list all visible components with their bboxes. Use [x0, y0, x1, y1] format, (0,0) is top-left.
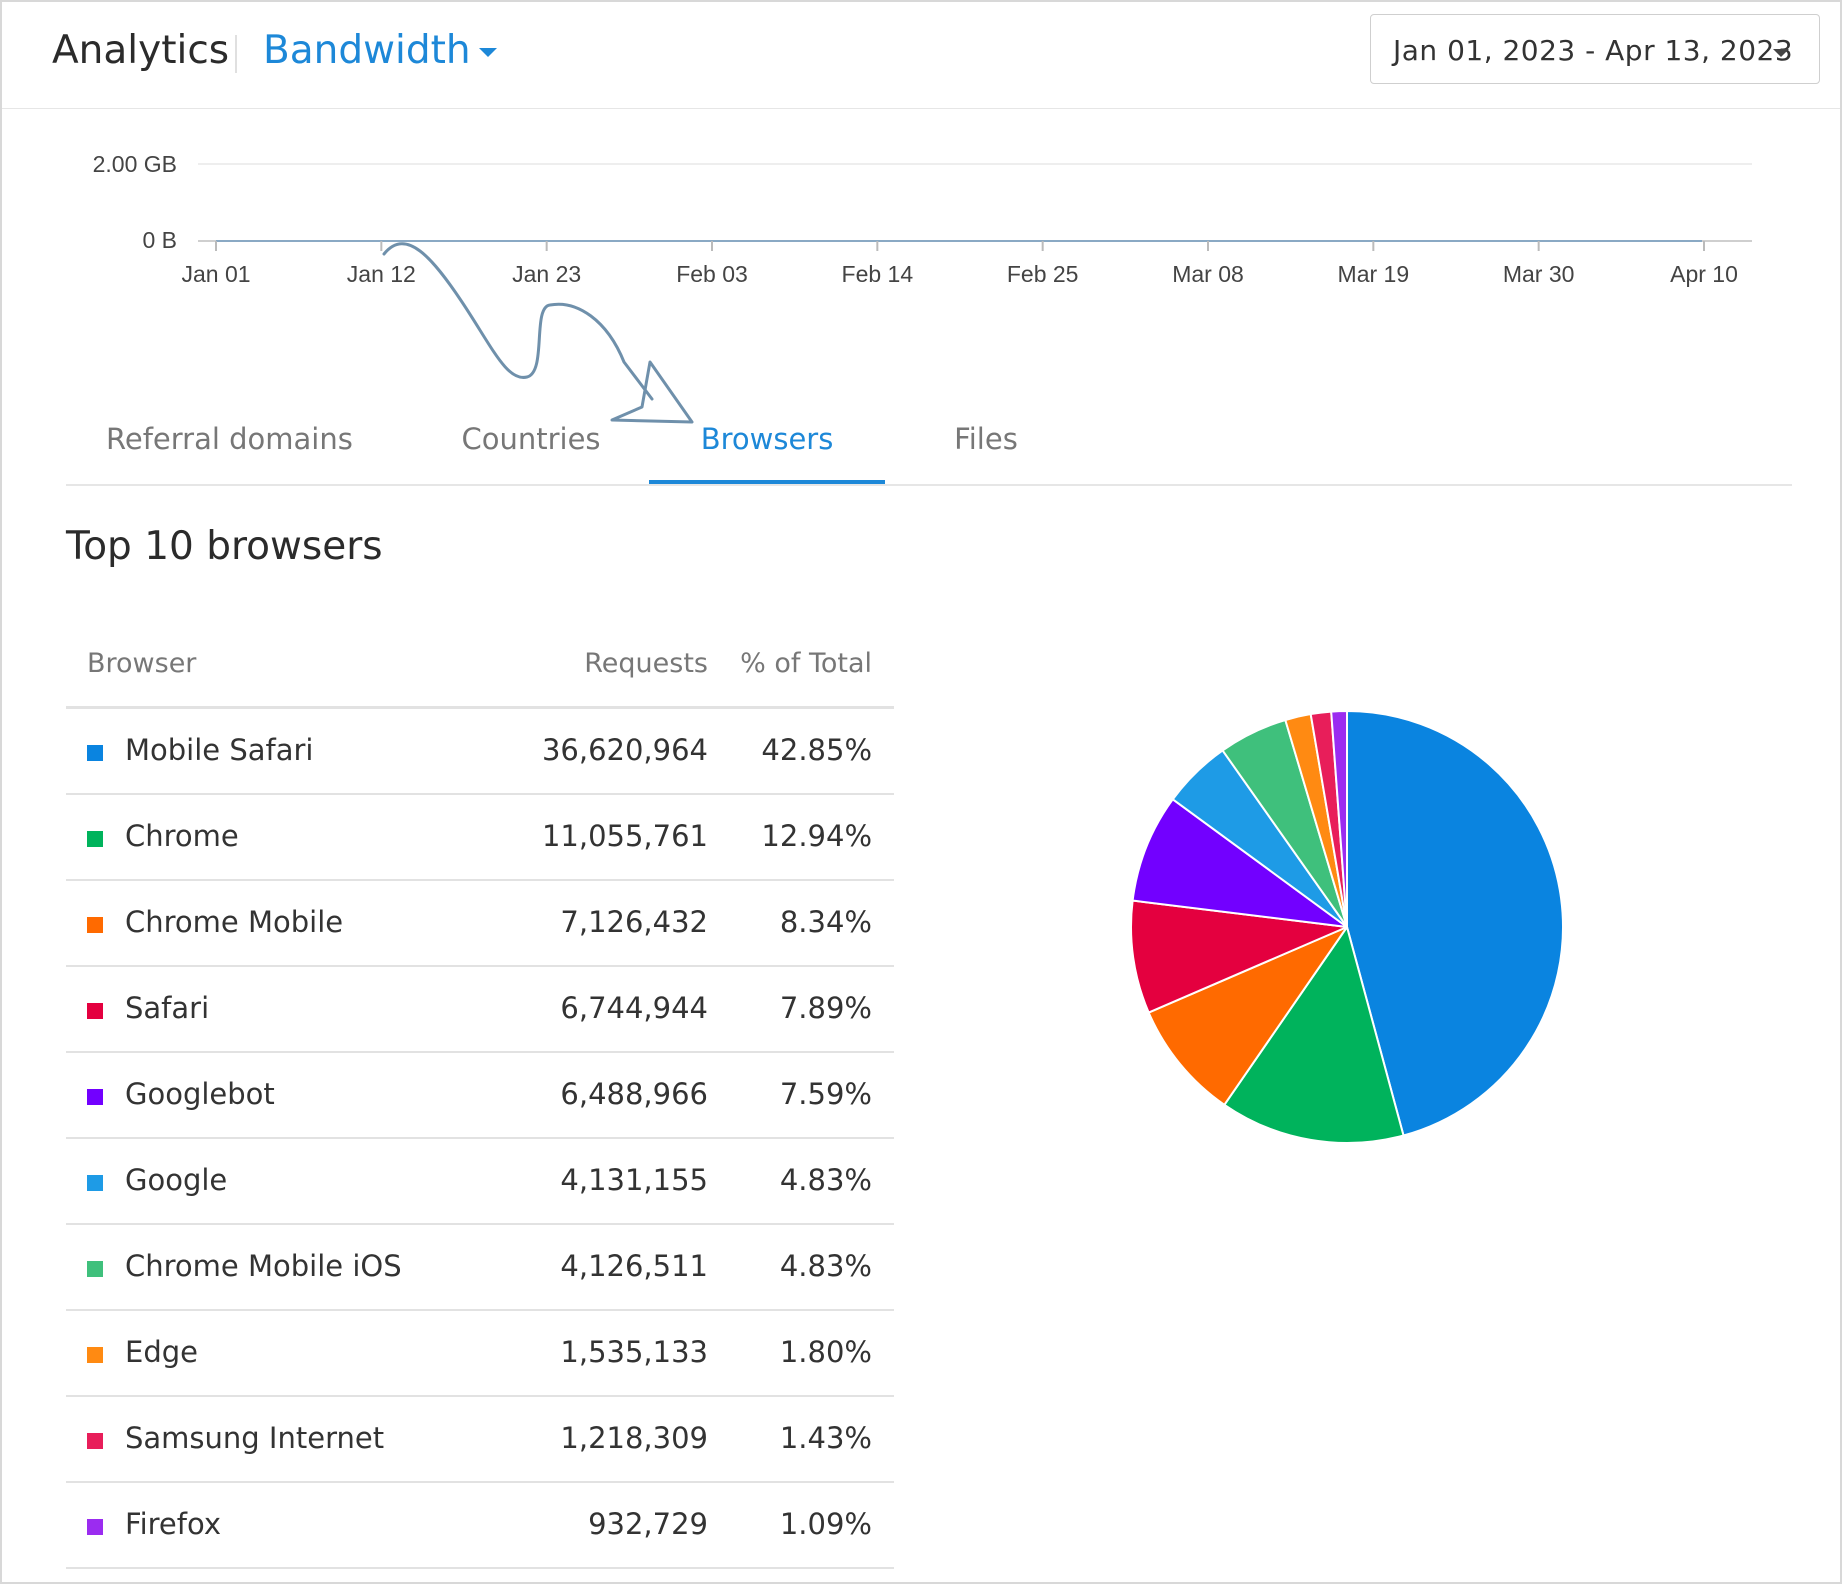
legend-swatch: [87, 1261, 103, 1277]
metric-dropdown-label: Bandwidth: [263, 28, 471, 73]
header-divider: [235, 35, 237, 73]
x-tick-label: Jan 23: [512, 261, 581, 287]
x-tick-label: Mar 08: [1172, 261, 1244, 287]
table-body: Mobile Safari 36,620,964 42.85% Chrome 11,05…: [66, 709, 894, 1569]
legend-swatch: [87, 1175, 103, 1191]
tab-bar: Referral domains Countries Browsers File…: [66, 402, 1792, 486]
legend-swatch: [87, 1433, 103, 1449]
table-row[interactable]: Firefox 932,729 1.09%: [66, 1483, 894, 1569]
legend-swatch: [87, 1347, 103, 1363]
table-header: Browser Requests % of Total: [66, 638, 894, 709]
pie-slice-googlebot[interactable]: [1131, 798, 1348, 928]
tab-browsers[interactable]: Browsers: [649, 402, 885, 484]
browser-table: Browser Requests % of Total Mobile Safar…: [66, 638, 894, 1569]
percent-of-total: 42.85%: [761, 733, 872, 767]
y-tick-label: 0 B: [142, 227, 177, 253]
percent-of-total: 4.83%: [779, 1249, 872, 1283]
table-row[interactable]: Safari 6,744,944 7.89%: [66, 967, 894, 1053]
table-row[interactable]: Chrome Mobile iOS 4,126,511 4.83%: [66, 1225, 894, 1311]
requests-count: 36,620,964: [541, 733, 708, 767]
requests-count: 1,218,309: [560, 1421, 708, 1455]
requests-count: 1,535,133: [560, 1335, 708, 1369]
percent-of-total: 7.89%: [779, 991, 872, 1025]
table-row[interactable]: Mobile Safari 36,620,964 42.85%: [66, 709, 894, 795]
table-row[interactable]: Google 4,131,155 4.83%: [66, 1139, 894, 1225]
legend-swatch: [87, 745, 103, 761]
percent-of-total: 8.34%: [779, 905, 872, 939]
requests-count: 6,744,944: [560, 991, 708, 1025]
header-bar: Analytics Bandwidth Jan 01, 2023 - Apr 1…: [2, 2, 1840, 109]
y-tick-label: 2.00 GB: [93, 151, 177, 177]
browser-name: Google: [125, 1163, 228, 1197]
x-tick-label: Apr 10: [1670, 261, 1738, 287]
x-tick-label: Feb 25: [1007, 261, 1079, 287]
requests-count: 7,126,432: [560, 905, 708, 939]
date-range-label: Jan 01, 2023 - Apr 13, 2023: [1393, 34, 1794, 67]
legend-swatch: [87, 831, 103, 847]
column-header-percent[interactable]: % of Total: [740, 648, 872, 679]
pie-slice-chrome[interactable]: [1223, 926, 1405, 1144]
column-header-requests[interactable]: Requests: [584, 648, 708, 679]
pie-slice-safari[interactable]: [1130, 899, 1348, 1014]
table-row[interactable]: Edge 1,535,133 1.80%: [66, 1311, 894, 1397]
table-row[interactable]: Googlebot 6,488,966 7.59%: [66, 1053, 894, 1139]
table-row[interactable]: Chrome 11,055,761 12.94%: [66, 795, 894, 881]
browser-name: Mobile Safari: [125, 733, 314, 767]
column-header-browser[interactable]: Browser: [87, 648, 197, 679]
browser-name: Edge: [125, 1335, 198, 1369]
requests-count: 6,488,966: [560, 1077, 708, 1111]
requests-count: 932,729: [588, 1507, 708, 1541]
percent-of-total: 1.09%: [779, 1507, 872, 1541]
legend-swatch: [87, 1519, 103, 1535]
browser-name: Firefox: [125, 1507, 221, 1541]
tab-countries[interactable]: Countries: [461, 422, 601, 456]
percent-of-total: 4.83%: [779, 1163, 872, 1197]
pie-slice-firefox[interactable]: [1330, 710, 1348, 928]
x-tick-label: Feb 03: [676, 261, 748, 287]
percent-of-total: 1.80%: [779, 1335, 872, 1369]
percent-of-total: 12.94%: [761, 819, 872, 853]
percent-of-total: 7.59%: [779, 1077, 872, 1111]
browser-name: Chrome Mobile iOS: [125, 1249, 402, 1283]
x-tick-label: Feb 14: [842, 261, 914, 287]
requests-count: 4,131,155: [560, 1163, 708, 1197]
x-tick-label: Jan 01: [181, 261, 250, 287]
section-title: Top 10 browsers: [66, 524, 383, 569]
browser-name: Chrome: [125, 819, 239, 853]
bandwidth-line-chart: 2.00 GB 0 B Jan 01 Jan 12 Jan 23 Feb 03 Feb …: [93, 151, 1752, 287]
browser-name: Googlebot: [125, 1077, 275, 1111]
browser-name: Samsung Internet: [125, 1421, 385, 1455]
caret-down-icon: [478, 48, 497, 57]
legend-swatch: [87, 1003, 103, 1019]
browser-pie-chart: [1130, 710, 1564, 1144]
caret-down-icon: [1773, 49, 1789, 57]
browser-name: Safari: [125, 991, 210, 1025]
browser-name: Chrome Mobile: [125, 905, 344, 939]
app-title: Analytics: [52, 28, 230, 73]
requests-count: 4,126,511: [560, 1249, 708, 1283]
legend-swatch: [87, 1089, 103, 1105]
legend-swatch: [87, 917, 103, 933]
table-row[interactable]: Chrome Mobile 7,126,432 8.34%: [66, 881, 894, 967]
percent-of-total: 1.43%: [779, 1421, 872, 1455]
tab-files[interactable]: Files: [954, 422, 1018, 456]
x-tick-label: Mar 30: [1503, 261, 1575, 287]
pie-slice-chrome-mobile[interactable]: [1147, 926, 1348, 1106]
x-tick-label: Jan 12: [347, 261, 416, 287]
x-axis-ticks: Jan 01 Jan 12 Jan 23 Feb 03 Feb 14 Feb 25 Mar …: [181, 241, 1738, 287]
x-tick-label: Mar 19: [1338, 261, 1410, 287]
table-row[interactable]: Samsung Internet 1,218,309 1.43%: [66, 1397, 894, 1483]
date-range-picker[interactable]: Jan 01, 2023 - Apr 13, 2023: [1370, 14, 1820, 84]
metric-dropdown[interactable]: Bandwidth: [263, 28, 497, 73]
pie-slice-mobile-safari[interactable]: [1346, 710, 1564, 1137]
requests-count: 11,055,761: [541, 819, 708, 853]
tab-referral-domains[interactable]: Referral domains: [106, 422, 353, 456]
